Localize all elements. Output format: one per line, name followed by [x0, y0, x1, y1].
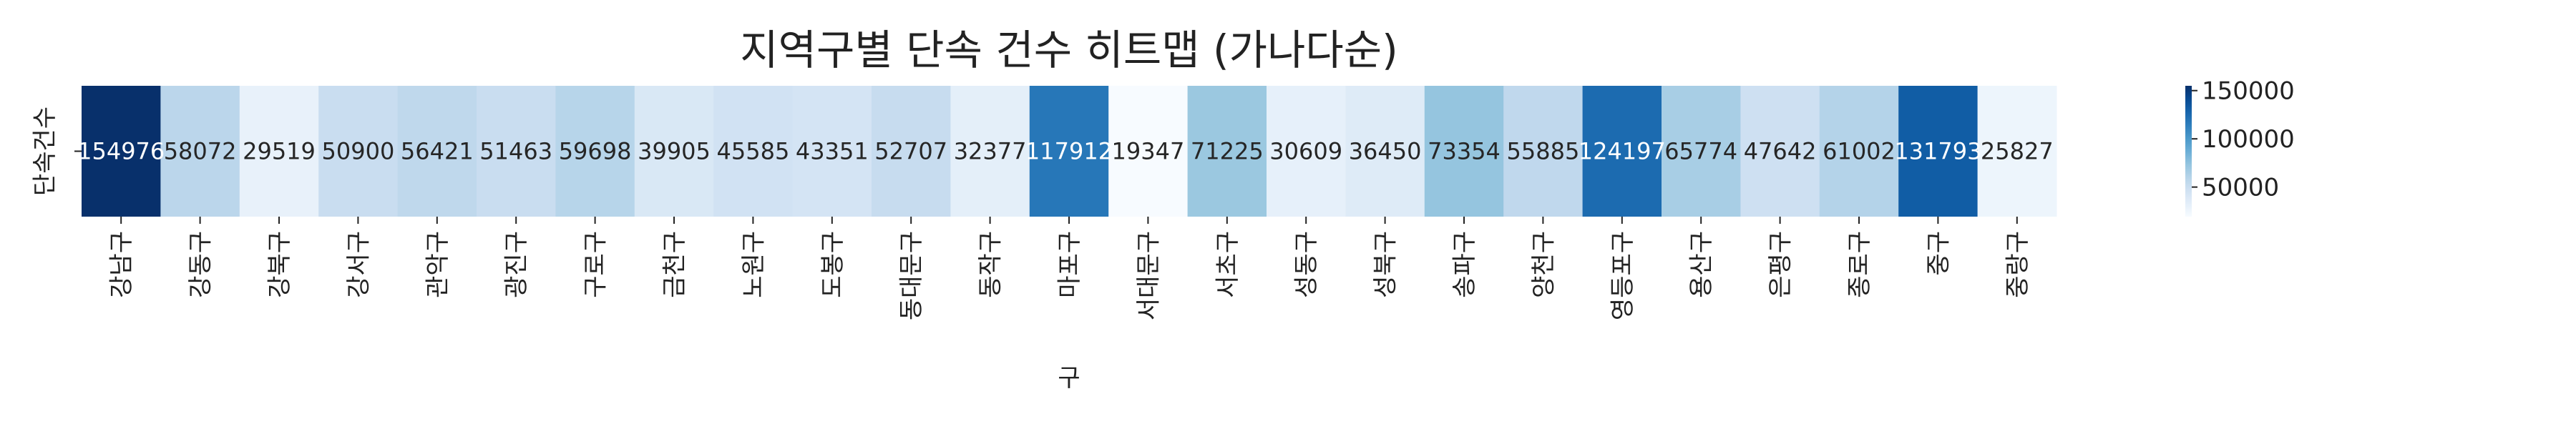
x-tick-label: 동대문구 [897, 231, 926, 320]
cell-value-label: 73354 [1428, 138, 1501, 165]
heatmap-cell [1029, 86, 1109, 217]
x-tick-label: 광진구 [502, 231, 531, 298]
heatmap-cell [1345, 86, 1425, 217]
cell-value-label: 30609 [1269, 138, 1342, 165]
cell-value-label: 29519 [243, 138, 316, 165]
heatmap-cell [1267, 86, 1346, 217]
heatmap-cell [1424, 86, 1504, 217]
heatmap-cell [1740, 86, 1820, 217]
heatmap-cell [950, 86, 1030, 217]
chart-title: 지역구별 단속 건수 히트맵 (가나다순) [740, 26, 1397, 74]
x-tick-label: 도봉구 [819, 231, 847, 298]
x-tick-label: 구로구 [582, 231, 610, 298]
cell-value-label: 154976 [77, 138, 165, 165]
heatmap-cell [239, 86, 319, 217]
colorbar-tick-label: 50000 [2202, 174, 2279, 202]
cell-value-label: 71225 [1191, 138, 1264, 165]
x-tick-label: 중구 [1924, 231, 1953, 276]
cell-value-label: 19347 [1112, 138, 1185, 165]
x-tick-label: 송파구 [1450, 231, 1479, 298]
x-tick-label: 성북구 [1372, 231, 1400, 298]
cell-value-label: 32377 [954, 138, 1027, 165]
cell-value-label: 50900 [322, 138, 395, 165]
heatmap-cell [1582, 86, 1662, 217]
heatmap-cell [713, 86, 794, 217]
x-tick-label: 서대문구 [1134, 231, 1163, 320]
cell-value-label: 65774 [1664, 138, 1737, 165]
cell-value-label: 43351 [796, 138, 869, 165]
x-tick-label: 마포구 [1055, 231, 1084, 298]
x-axis-label: 구 [1058, 364, 1080, 393]
heatmap-cell [1898, 86, 1979, 217]
x-axis-ticks: 강남구 강동구 강북구 강서구 관악구 광진구 구로구 금천구 노원구 도봉구 동대문구 동작구 마포구… [107, 217, 2032, 320]
cell-value-label: 61002 [1823, 138, 1896, 165]
cell-value-label: 25827 [1981, 138, 2054, 165]
colorbar: 50000 100000 150000 [2185, 77, 2295, 217]
x-tick-label: 노원구 [739, 231, 768, 298]
heatmap-cell [792, 86, 872, 217]
x-tick-label: 은평구 [1767, 231, 1795, 298]
cell-value-label: 58072 [164, 138, 237, 165]
heatmap-cell [397, 86, 477, 217]
y-axis-ticks: 단속건수 [31, 107, 82, 196]
colorbar-tick-label: 100000 [2202, 125, 2295, 154]
x-tick-label: 강서구 [344, 231, 373, 298]
cell-value-label: 124197 [1579, 138, 1666, 165]
cell-value-label: 45585 [717, 138, 790, 165]
x-tick-label: 종로구 [1845, 231, 1874, 298]
cell-value-label: 39905 [638, 138, 711, 165]
heatmap-cells [82, 86, 2057, 217]
x-tick-label: 강북구 [265, 231, 294, 298]
heatmap-cell [1108, 86, 1189, 217]
cell-value-label: 47642 [1744, 138, 1817, 165]
x-tick-label: 성동구 [1292, 231, 1321, 298]
cell-value-label: 36450 [1349, 138, 1422, 165]
x-tick-label: 용산구 [1687, 231, 1716, 298]
cell-value-label: 55885 [1507, 138, 1580, 165]
x-tick-label: 관악구 [424, 231, 452, 298]
x-tick-label: 서초구 [1214, 231, 1242, 298]
heatmap-cell [1662, 86, 1741, 217]
y-tick-label: 단속건수 [31, 107, 59, 196]
colorbar-tick-label: 150000 [2202, 77, 2295, 106]
heatmap-cell [160, 86, 240, 217]
heatmap-cell [1977, 86, 2057, 217]
colorbar-gradient [2185, 86, 2192, 217]
cell-value-label: 56421 [401, 138, 474, 165]
x-tick-label: 동작구 [977, 231, 1005, 298]
heatmap-cell [872, 86, 951, 217]
cell-value-label: 51463 [479, 138, 552, 165]
cell-value-label: 52707 [874, 138, 947, 165]
heatmap-cell [555, 86, 635, 217]
heatmap-cell [318, 86, 399, 217]
x-tick-label: 강남구 [107, 231, 136, 298]
heatmap-cell [1819, 86, 1899, 217]
heatmap-cell [1503, 86, 1584, 217]
cell-value-label: 59698 [559, 138, 632, 165]
x-tick-label: 양천구 [1529, 231, 1558, 298]
x-tick-label: 금천구 [660, 231, 689, 298]
x-tick-label: 강동구 [187, 231, 215, 298]
x-tick-label: 영등포구 [1609, 231, 1637, 320]
heatmap-cell [634, 86, 714, 217]
heatmap-cell [82, 86, 161, 217]
cell-value-label: 131793 [1894, 138, 1981, 165]
heatmap-cell [477, 86, 556, 217]
cell-value-label: 117912 [1025, 138, 1113, 165]
x-tick-label: 중랑구 [2004, 231, 2032, 298]
heatmap-cell [1187, 86, 1267, 217]
